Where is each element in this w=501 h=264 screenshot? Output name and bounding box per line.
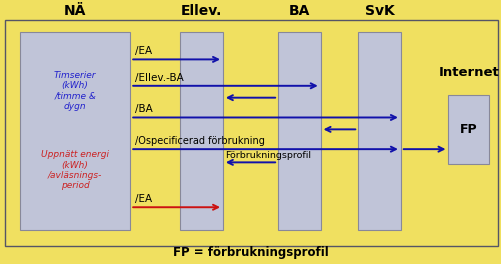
Text: NÄ: NÄ xyxy=(64,4,86,18)
Text: /Ospecificerad förbrukning: /Ospecificerad förbrukning xyxy=(135,136,265,146)
Text: /EA: /EA xyxy=(135,46,152,56)
Text: /Ellev.-BA: /Ellev.-BA xyxy=(135,73,184,83)
Text: Förbrukningsprofil: Förbrukningsprofil xyxy=(225,151,312,160)
Bar xyxy=(358,32,401,230)
Text: /EA: /EA xyxy=(135,194,152,204)
Bar xyxy=(448,95,489,164)
Text: BA: BA xyxy=(289,4,310,18)
Text: FP: FP xyxy=(460,123,478,136)
Text: Ellev.: Ellev. xyxy=(181,4,222,18)
Text: Internet: Internet xyxy=(438,66,499,79)
Text: FP = förbrukningsprofil: FP = förbrukningsprofil xyxy=(173,246,328,259)
Text: /BA: /BA xyxy=(135,104,153,114)
Bar xyxy=(5,20,498,246)
Text: Uppnätt energi
(kWh)
/avläsnings-
period: Uppnätt energi (kWh) /avläsnings- period xyxy=(41,150,109,190)
Bar xyxy=(180,32,223,230)
Text: Timserier
(kWh)
/timme &
dygn: Timserier (kWh) /timme & dygn xyxy=(54,71,96,111)
Bar xyxy=(20,32,130,230)
Bar xyxy=(278,32,321,230)
Text: SvK: SvK xyxy=(365,4,394,18)
